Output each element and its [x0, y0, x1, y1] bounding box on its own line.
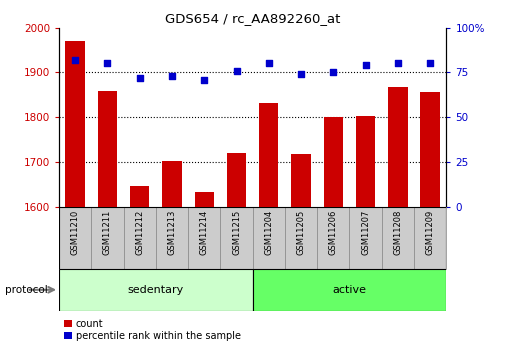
Bar	[421, 92, 440, 207]
Text: GSM11209: GSM11209	[426, 210, 435, 255]
Bar	[188, 207, 221, 269]
Text: GSM11204: GSM11204	[264, 210, 273, 255]
Bar	[324, 117, 343, 207]
Title: GDS654 / rc_AA892260_at: GDS654 / rc_AA892260_at	[165, 12, 340, 25]
Legend: count, percentile rank within the sample: count, percentile rank within the sample	[64, 319, 241, 341]
Bar	[414, 207, 446, 269]
Point	[362, 62, 370, 68]
Text: GSM11207: GSM11207	[361, 210, 370, 256]
Bar	[162, 161, 182, 207]
Bar	[388, 87, 407, 207]
Point	[394, 61, 402, 66]
Point	[200, 77, 208, 82]
Bar	[317, 207, 349, 269]
Bar	[66, 41, 85, 207]
Bar	[291, 154, 311, 207]
Bar	[97, 91, 117, 207]
Text: GSM11205: GSM11205	[297, 210, 306, 255]
Text: GSM11213: GSM11213	[167, 210, 176, 256]
Text: GSM11214: GSM11214	[200, 210, 209, 255]
Bar	[59, 269, 252, 310]
Bar	[382, 207, 414, 269]
Bar	[194, 192, 214, 207]
Bar	[130, 186, 149, 207]
Bar	[356, 116, 376, 207]
Bar	[285, 207, 317, 269]
Point	[103, 61, 111, 66]
Point	[426, 61, 435, 66]
Point	[135, 75, 144, 81]
Bar	[259, 103, 279, 207]
Point	[265, 61, 273, 66]
Text: GSM11210: GSM11210	[71, 210, 80, 255]
Text: GSM11215: GSM11215	[232, 210, 241, 255]
Text: active: active	[332, 285, 366, 295]
Bar	[252, 207, 285, 269]
Point	[232, 68, 241, 73]
Point	[329, 70, 338, 75]
Text: GSM11206: GSM11206	[329, 210, 338, 256]
Text: GSM11208: GSM11208	[393, 210, 402, 256]
Bar	[227, 153, 246, 207]
Bar	[91, 207, 124, 269]
Text: protocol: protocol	[5, 285, 48, 295]
Text: GSM11212: GSM11212	[135, 210, 144, 255]
Bar	[221, 207, 252, 269]
Bar	[156, 207, 188, 269]
Point	[297, 71, 305, 77]
Bar	[59, 207, 91, 269]
Bar	[349, 207, 382, 269]
Point	[168, 73, 176, 79]
Point	[71, 57, 79, 63]
Text: GSM11211: GSM11211	[103, 210, 112, 255]
Bar	[124, 207, 156, 269]
Bar	[252, 269, 446, 310]
Text: sedentary: sedentary	[128, 285, 184, 295]
